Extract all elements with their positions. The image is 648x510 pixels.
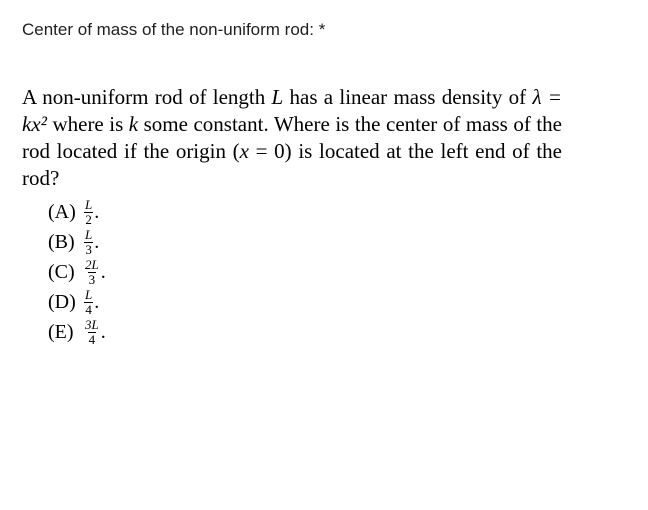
var-L: L [272,85,284,109]
option-label: (D) [48,291,84,314]
option-label: (C) [48,261,84,284]
fraction: 3L 4 [84,318,100,346]
var-k: k [129,112,138,136]
var-x: x [240,139,249,163]
fraction: L 3 [84,228,93,256]
denominator: 4 [84,302,93,317]
period: . [101,321,106,344]
option-a[interactable]: (A) L 2 . [48,198,626,228]
numerator: L [84,198,93,212]
period: . [94,291,99,314]
option-e[interactable]: (E) 3L 4 . [48,318,626,348]
numerator: 3L [84,318,100,332]
problem-statement: A non-uniform rod of length L has a line… [22,84,562,192]
period: . [94,231,99,254]
numerator: L [84,228,93,242]
period: . [94,201,99,224]
denominator: 3 [84,242,93,257]
option-c[interactable]: (C) 2L 3 . [48,258,626,288]
numerator: 2L [84,258,100,272]
answer-options: (A) L 2 . (B) L 3 . (C) 2L 3 . (D) L 4 [22,198,626,348]
fraction: 2L 3 [84,258,100,286]
fraction: L 4 [84,288,93,316]
text-part: has a linear mass density of [283,85,532,109]
period: . [101,261,106,284]
denominator: 3 [88,272,97,287]
fraction: L 2 [84,198,93,226]
denominator: 2 [84,212,93,227]
option-d[interactable]: (D) L 4 . [48,288,626,318]
question-title: Center of mass of the non-uniform rod: * [22,20,626,40]
option-label: (B) [48,231,84,254]
denominator: 4 [88,332,97,347]
option-b[interactable]: (B) L 3 . [48,228,626,258]
text-part: A non-uniform rod of length [22,85,272,109]
numerator: L [84,288,93,302]
option-label: (E) [48,321,84,344]
text-part: where is [47,112,129,136]
option-label: (A) [48,201,84,224]
